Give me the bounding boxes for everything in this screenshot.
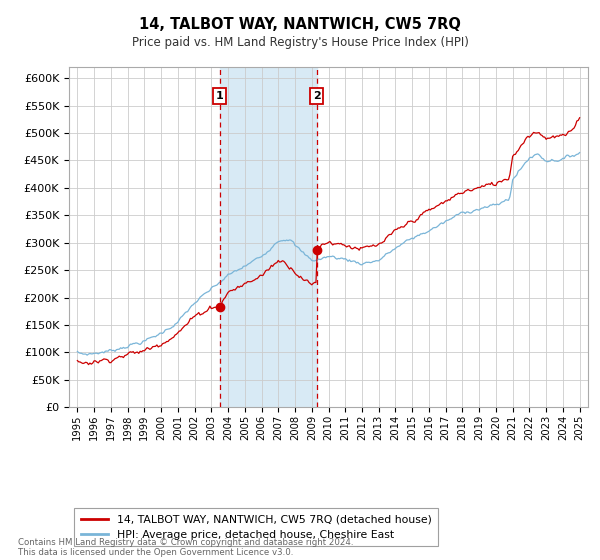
Bar — [220, 67, 317, 407]
Legend: 14, TALBOT WAY, NANTWICH, CW5 7RQ (detached house), HPI: Average price, detached: 14, TALBOT WAY, NANTWICH, CW5 7RQ (detac… — [74, 508, 438, 546]
Text: 1: 1 — [216, 91, 224, 101]
Text: 14, TALBOT WAY, NANTWICH, CW5 7RQ: 14, TALBOT WAY, NANTWICH, CW5 7RQ — [139, 17, 461, 32]
Text: Contains HM Land Registry data © Crown copyright and database right 2024.
This d: Contains HM Land Registry data © Crown c… — [18, 538, 353, 557]
Text: 2: 2 — [313, 91, 320, 101]
Text: Price paid vs. HM Land Registry's House Price Index (HPI): Price paid vs. HM Land Registry's House … — [131, 36, 469, 49]
